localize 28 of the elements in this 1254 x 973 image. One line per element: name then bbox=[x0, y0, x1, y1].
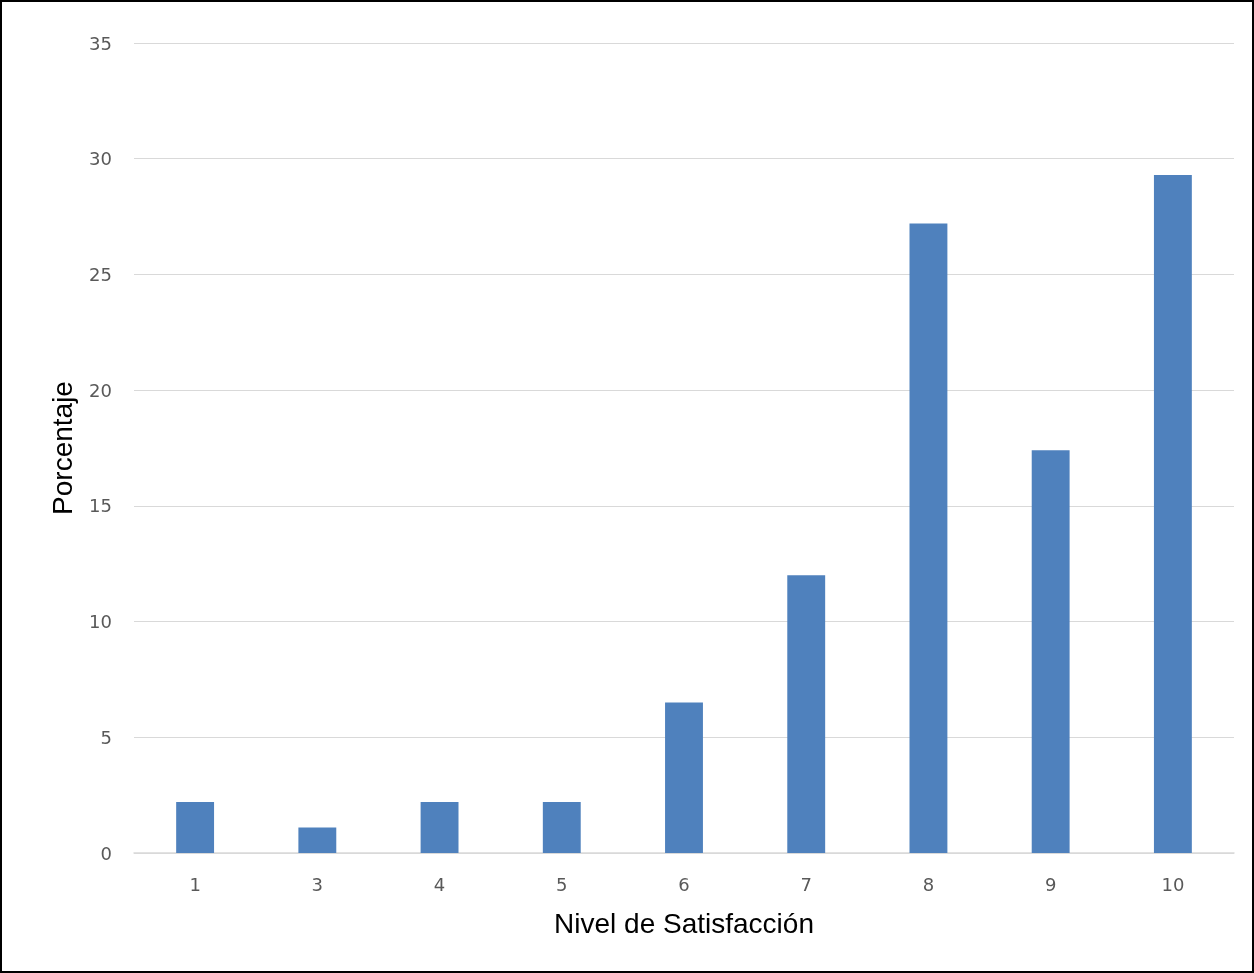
y-axis-title: Porcentaje bbox=[46, 381, 78, 515]
bar bbox=[1031, 450, 1070, 853]
x-tick-label: 3 bbox=[311, 873, 324, 895]
x-tick-label: 6 bbox=[678, 873, 690, 895]
x-tick-label: 10 bbox=[1161, 873, 1185, 895]
y-tick-label: 10 bbox=[89, 611, 112, 633]
bar bbox=[176, 802, 215, 853]
bar bbox=[420, 802, 459, 853]
bar bbox=[542, 802, 581, 853]
y-tick-label: 35 bbox=[89, 32, 112, 54]
bar bbox=[298, 827, 337, 853]
y-tick-label: 0 bbox=[100, 842, 112, 864]
x-tick-label: 8 bbox=[922, 873, 935, 895]
bar bbox=[787, 575, 826, 853]
x-tick-label: 5 bbox=[556, 873, 568, 895]
bar bbox=[1153, 174, 1192, 853]
y-tick-label: 25 bbox=[89, 263, 112, 285]
x-tick-label: 7 bbox=[800, 873, 812, 895]
x-tick-label: 9 bbox=[1044, 873, 1057, 895]
y-tick-label: 20 bbox=[89, 379, 112, 401]
bar bbox=[665, 702, 703, 853]
y-tick-label: 15 bbox=[89, 495, 112, 517]
x-tick-label: 1 bbox=[189, 873, 201, 895]
x-tick-label: 4 bbox=[433, 873, 446, 895]
y-tick-label: 30 bbox=[89, 148, 112, 170]
y-tick-label: 5 bbox=[100, 726, 112, 748]
bar bbox=[909, 223, 948, 853]
x-axis-title: Nivel de Satisfacción bbox=[554, 907, 814, 939]
